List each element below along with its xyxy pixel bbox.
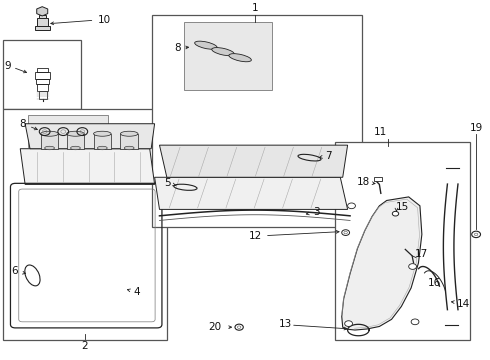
Ellipse shape (195, 41, 217, 49)
Text: 20: 20 (208, 322, 221, 332)
Bar (67, 134, 84, 149)
Text: 8: 8 (174, 43, 189, 53)
Bar (37, 18, 48, 26)
Ellipse shape (45, 146, 54, 150)
Text: 12: 12 (249, 230, 339, 241)
Polygon shape (159, 145, 347, 177)
Bar (36, 79, 49, 85)
Bar (184, 22, 272, 90)
Ellipse shape (41, 131, 58, 136)
Ellipse shape (67, 131, 84, 136)
Text: 2: 2 (81, 341, 88, 351)
Ellipse shape (472, 231, 481, 238)
Bar (3, 109, 167, 340)
Ellipse shape (409, 264, 416, 269)
Bar (35, 26, 49, 30)
Polygon shape (20, 149, 155, 184)
Text: 1: 1 (251, 3, 258, 13)
Text: 15: 15 (395, 202, 409, 212)
Ellipse shape (347, 203, 355, 209)
Ellipse shape (344, 321, 352, 327)
Ellipse shape (238, 326, 241, 328)
Text: 18: 18 (357, 176, 370, 186)
Ellipse shape (229, 54, 251, 62)
Text: 8: 8 (20, 119, 37, 130)
Bar (94, 134, 111, 149)
Text: 16: 16 (428, 278, 441, 288)
Bar (27, 115, 108, 147)
Polygon shape (342, 197, 422, 330)
Ellipse shape (474, 233, 478, 236)
Bar (3, 40, 81, 109)
Bar (152, 15, 362, 227)
Bar (39, 14, 46, 18)
Text: 11: 11 (374, 127, 388, 137)
Text: 9: 9 (4, 61, 11, 71)
Ellipse shape (212, 48, 234, 56)
Ellipse shape (121, 131, 138, 136)
Bar (374, 177, 382, 181)
Bar (39, 91, 47, 99)
Text: 5: 5 (164, 177, 176, 188)
Text: 19: 19 (469, 123, 483, 132)
Ellipse shape (124, 146, 134, 150)
Text: 13: 13 (279, 319, 293, 329)
Text: 3: 3 (306, 207, 320, 217)
Bar (37, 85, 48, 91)
Ellipse shape (342, 230, 349, 235)
Ellipse shape (235, 324, 244, 330)
Polygon shape (155, 177, 347, 210)
Ellipse shape (392, 211, 399, 216)
Text: 17: 17 (415, 249, 428, 259)
Bar (121, 134, 138, 149)
Ellipse shape (411, 319, 419, 325)
Bar (41, 134, 58, 149)
Ellipse shape (344, 231, 347, 234)
Ellipse shape (98, 146, 107, 150)
Ellipse shape (71, 146, 80, 150)
Text: 10: 10 (98, 14, 111, 24)
Text: 6: 6 (12, 266, 25, 276)
Text: 4: 4 (127, 287, 140, 297)
Bar (335, 141, 470, 340)
Text: 7: 7 (319, 151, 332, 161)
Polygon shape (25, 124, 155, 149)
Bar (37, 68, 48, 72)
Bar (35, 72, 50, 79)
Ellipse shape (94, 131, 111, 136)
Text: 14: 14 (457, 299, 470, 309)
